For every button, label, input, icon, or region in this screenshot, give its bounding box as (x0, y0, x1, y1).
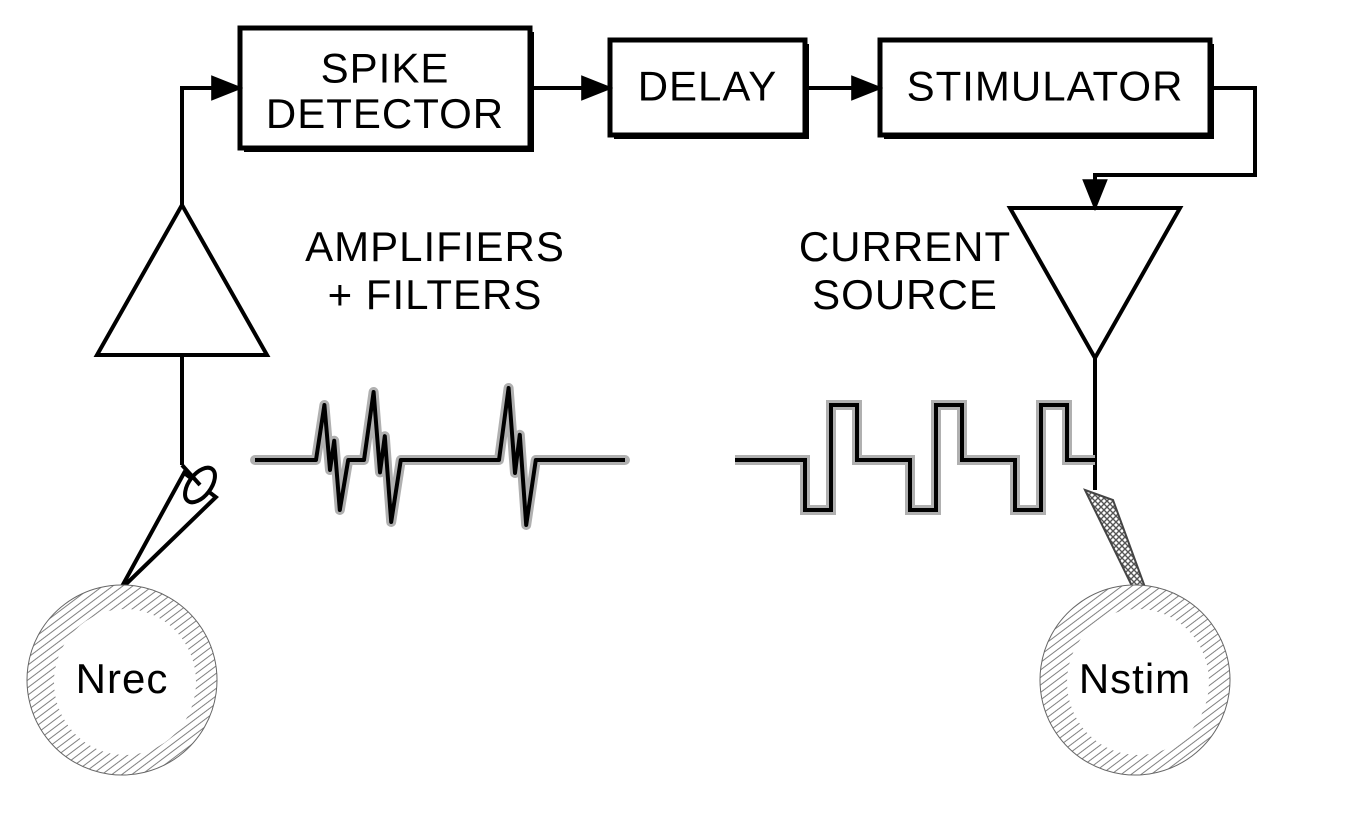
stim-probe-icon (1085, 490, 1146, 590)
svg-text:STIMULATOR: STIMULATOR (907, 63, 1184, 110)
amp-to-spike-connector (182, 88, 240, 205)
current-source-triangle (1010, 208, 1180, 358)
spike-detector-box: SPIKEDETECTOR (240, 28, 534, 152)
pulse-waveform-icon (735, 405, 1095, 510)
amplifiers-filters-label: AMPLIFIERS+ FILTERS (305, 223, 565, 318)
delay-box: DELAY (610, 40, 809, 139)
nrec-cell: Nrec (15, 573, 230, 788)
svg-text:DETECTOR: DETECTOR (266, 90, 504, 137)
spike-waveform-icon (255, 388, 625, 525)
stimulator-box: STIMULATOR (880, 40, 1214, 139)
svg-text:SOURCE: SOURCE (812, 271, 998, 318)
svg-text:Nstim: Nstim (1079, 655, 1191, 702)
current-source-label: CURRENTSOURCE (799, 223, 1011, 318)
nstim-cell: Nstim (1028, 573, 1243, 788)
svg-text:AMPLIFIERS: AMPLIFIERS (305, 223, 565, 270)
svg-text:Nrec: Nrec (76, 655, 169, 702)
amplifier-triangle (97, 205, 267, 355)
svg-text:+ FILTERS: + FILTERS (328, 271, 543, 318)
recording-probe-icon (120, 462, 221, 590)
svg-text:SPIKE: SPIKE (321, 44, 450, 91)
svg-text:DELAY: DELAY (638, 63, 778, 110)
svg-text:CURRENT: CURRENT (799, 223, 1011, 270)
